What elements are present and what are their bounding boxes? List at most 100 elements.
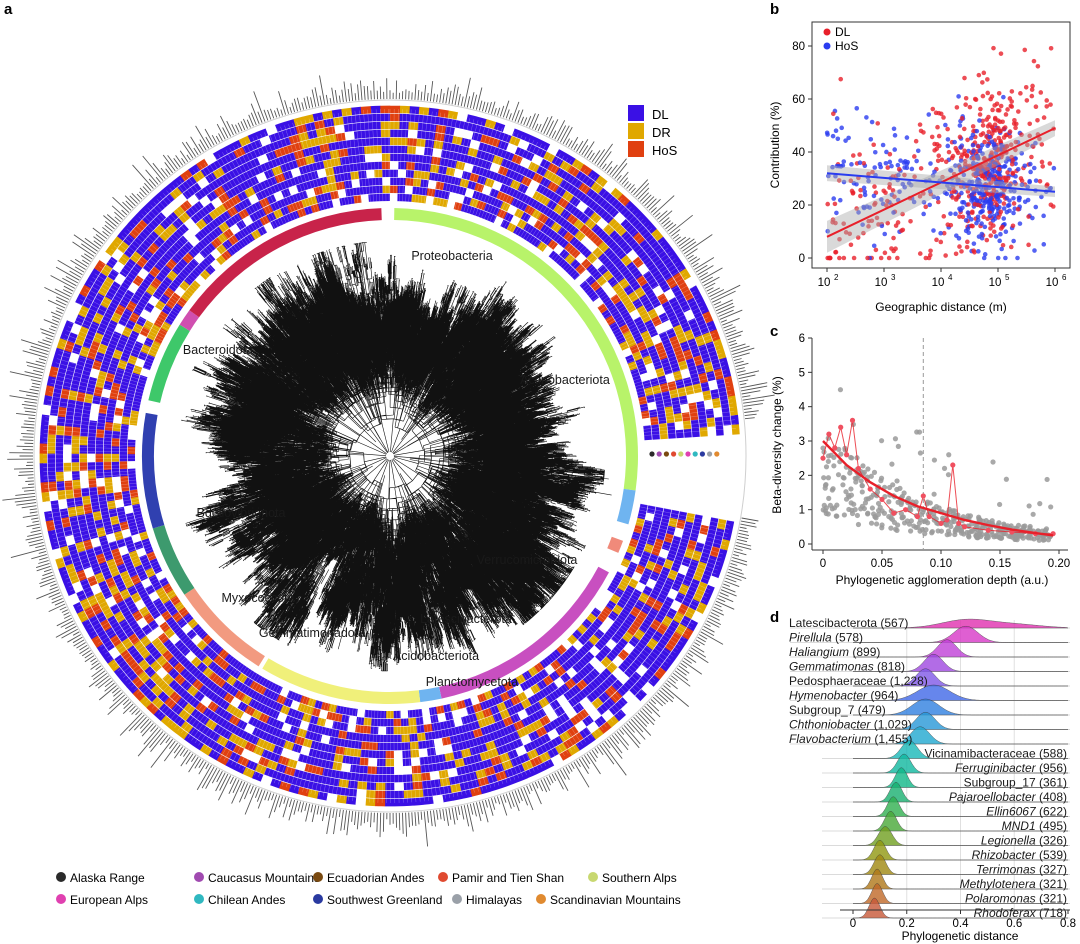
ridge-taxon-count: (1,228) — [890, 674, 928, 688]
hos-point — [966, 210, 971, 215]
region-dot-greenland — [313, 894, 323, 904]
c-xtick-label: 0 — [820, 558, 826, 570]
hos-point — [892, 147, 897, 152]
dl-point — [981, 94, 986, 99]
ridge-label: Subgroup_17 (361) — [964, 776, 1067, 790]
dl-point — [960, 116, 965, 121]
c-grey-point — [990, 459, 995, 464]
c-ytick-label: 6 — [799, 333, 805, 345]
hos-point — [1034, 178, 1039, 183]
hos-point — [858, 160, 863, 165]
hos-point — [1005, 196, 1010, 201]
c-grey-point — [973, 533, 978, 538]
c-grey-point — [858, 506, 863, 511]
legend-dot-dl — [824, 29, 831, 36]
dl-point — [1034, 104, 1039, 109]
dl-point — [999, 104, 1004, 109]
region-label-southern-alps: Southern Alps — [602, 871, 677, 885]
dl-point — [963, 102, 968, 107]
ridge-taxon-count: (495) — [1039, 819, 1067, 833]
dl-point — [971, 124, 976, 129]
dl-point — [936, 153, 941, 158]
ridge-taxon-name: Methylotenera — [960, 877, 1039, 891]
ridge-taxon-name: Hymenobacter — [789, 689, 870, 703]
region-label-caucasus: Caucasus Mountains — [208, 871, 320, 885]
dl-point — [996, 136, 1001, 141]
dl-point — [1047, 161, 1052, 166]
c-xtick-label: 0.10 — [930, 558, 952, 570]
hos-point — [1022, 163, 1027, 168]
c-grey-point — [849, 493, 854, 498]
dl-point — [939, 240, 944, 245]
c-grey-point — [878, 505, 883, 510]
dl-point — [1051, 204, 1056, 209]
dl-point — [934, 111, 939, 116]
c-grey-point — [893, 436, 898, 441]
region-label-ecuador: Ecuadorian Andes — [327, 871, 424, 885]
hos-point — [979, 221, 984, 226]
dl-point — [921, 130, 926, 135]
hos-point — [1032, 166, 1037, 171]
dl-point — [935, 142, 940, 147]
c-grey-point — [879, 476, 884, 481]
b-xtick-exponent: 5 — [1005, 273, 1010, 282]
c-grey-point — [998, 535, 1003, 540]
hos-point — [987, 206, 992, 211]
dl-point — [894, 223, 899, 228]
dl-point — [959, 249, 964, 254]
dl-point — [918, 251, 923, 256]
dl-point — [1012, 121, 1017, 126]
hos-point — [825, 130, 830, 135]
dl-point — [992, 229, 997, 234]
c-ytick-label: 5 — [799, 367, 805, 379]
hos-point — [862, 189, 867, 194]
legend-dot-hos — [824, 43, 831, 50]
hos-point — [999, 247, 1004, 252]
hos-point — [938, 231, 943, 236]
hos-point — [831, 196, 836, 201]
hos-point — [916, 149, 921, 154]
hos-point — [945, 144, 950, 149]
dl-point — [852, 256, 857, 261]
phylum-label: Bdellovibrionota — [197, 506, 286, 520]
hos-point — [996, 256, 1001, 261]
hos-point — [1007, 208, 1012, 213]
b-ytick-label: 40 — [792, 147, 805, 159]
hos-point — [1027, 179, 1032, 184]
region-dot-ecuador — [313, 872, 323, 882]
c-xtick-label: 0.05 — [871, 558, 893, 570]
hos-point — [931, 228, 936, 233]
panel-c-ylabel: Beta-diversity change (%) — [770, 376, 784, 513]
phylum-label: Verrucomicrobiota — [477, 553, 578, 567]
ridge-label: Hymenobacter (964) — [789, 689, 898, 703]
dl-point — [997, 167, 1002, 172]
dl-point — [996, 108, 1001, 113]
c-grey-point — [824, 505, 829, 510]
c-grey-point — [882, 511, 887, 516]
dl-point — [850, 189, 855, 194]
c-grey-point — [838, 387, 843, 392]
dl-point — [1019, 176, 1024, 181]
hos-point — [982, 192, 987, 197]
ridge-taxon-name: MND1 — [1002, 819, 1039, 833]
dl-point — [1010, 89, 1015, 94]
panel-letter-b: b — [770, 1, 779, 18]
hos-point — [943, 123, 948, 128]
c-red-point — [868, 486, 873, 491]
dl-point — [1024, 85, 1029, 90]
phylum-label: Acidobacteriota — [393, 649, 479, 663]
ridge-label: Polaromonas (321) — [965, 892, 1067, 906]
region-dot-scandinavian — [536, 894, 546, 904]
hos-point — [1015, 256, 1020, 261]
ridge-taxon-name: Gemmatimonas — [789, 660, 877, 674]
dl-point — [1040, 164, 1045, 169]
hos-point — [914, 159, 919, 164]
dl-point — [965, 245, 970, 250]
hos-point — [983, 225, 988, 230]
dl-point — [1026, 243, 1031, 248]
hos-point — [956, 94, 961, 99]
c-grey-point — [936, 528, 941, 533]
dl-point — [899, 228, 904, 233]
c-grey-point — [874, 521, 879, 526]
c-red-point — [921, 493, 926, 498]
